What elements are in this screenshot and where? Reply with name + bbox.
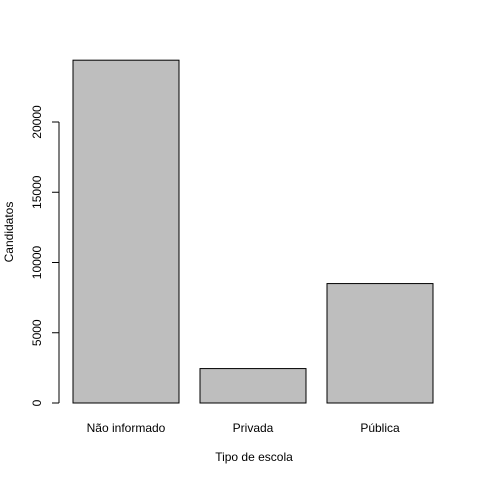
bars-group xyxy=(73,60,433,403)
x-axis-title: Tipo de escola xyxy=(215,450,293,464)
y-tick-label-5000: 5000 xyxy=(30,319,44,346)
y-axis: 0 5000 10000 15000 20000 xyxy=(30,105,59,406)
y-tick-label-15000: 15000 xyxy=(30,175,44,209)
bar-nao-informado xyxy=(73,60,179,403)
bar-privada xyxy=(200,369,306,403)
x-tick-label-nao-informado: Não informado xyxy=(87,421,166,435)
y-tick-label-20000: 20000 xyxy=(30,105,44,139)
y-axis-title: Candidatos xyxy=(2,202,16,263)
y-tick-label-0: 0 xyxy=(30,399,44,406)
bar-publica xyxy=(327,284,433,403)
y-tick-label-10000: 10000 xyxy=(30,245,44,279)
x-tick-label-publica: Pública xyxy=(360,421,400,435)
x-category-labels: Não informado Privada Pública xyxy=(87,421,400,435)
x-tick-label-privada: Privada xyxy=(233,421,274,435)
